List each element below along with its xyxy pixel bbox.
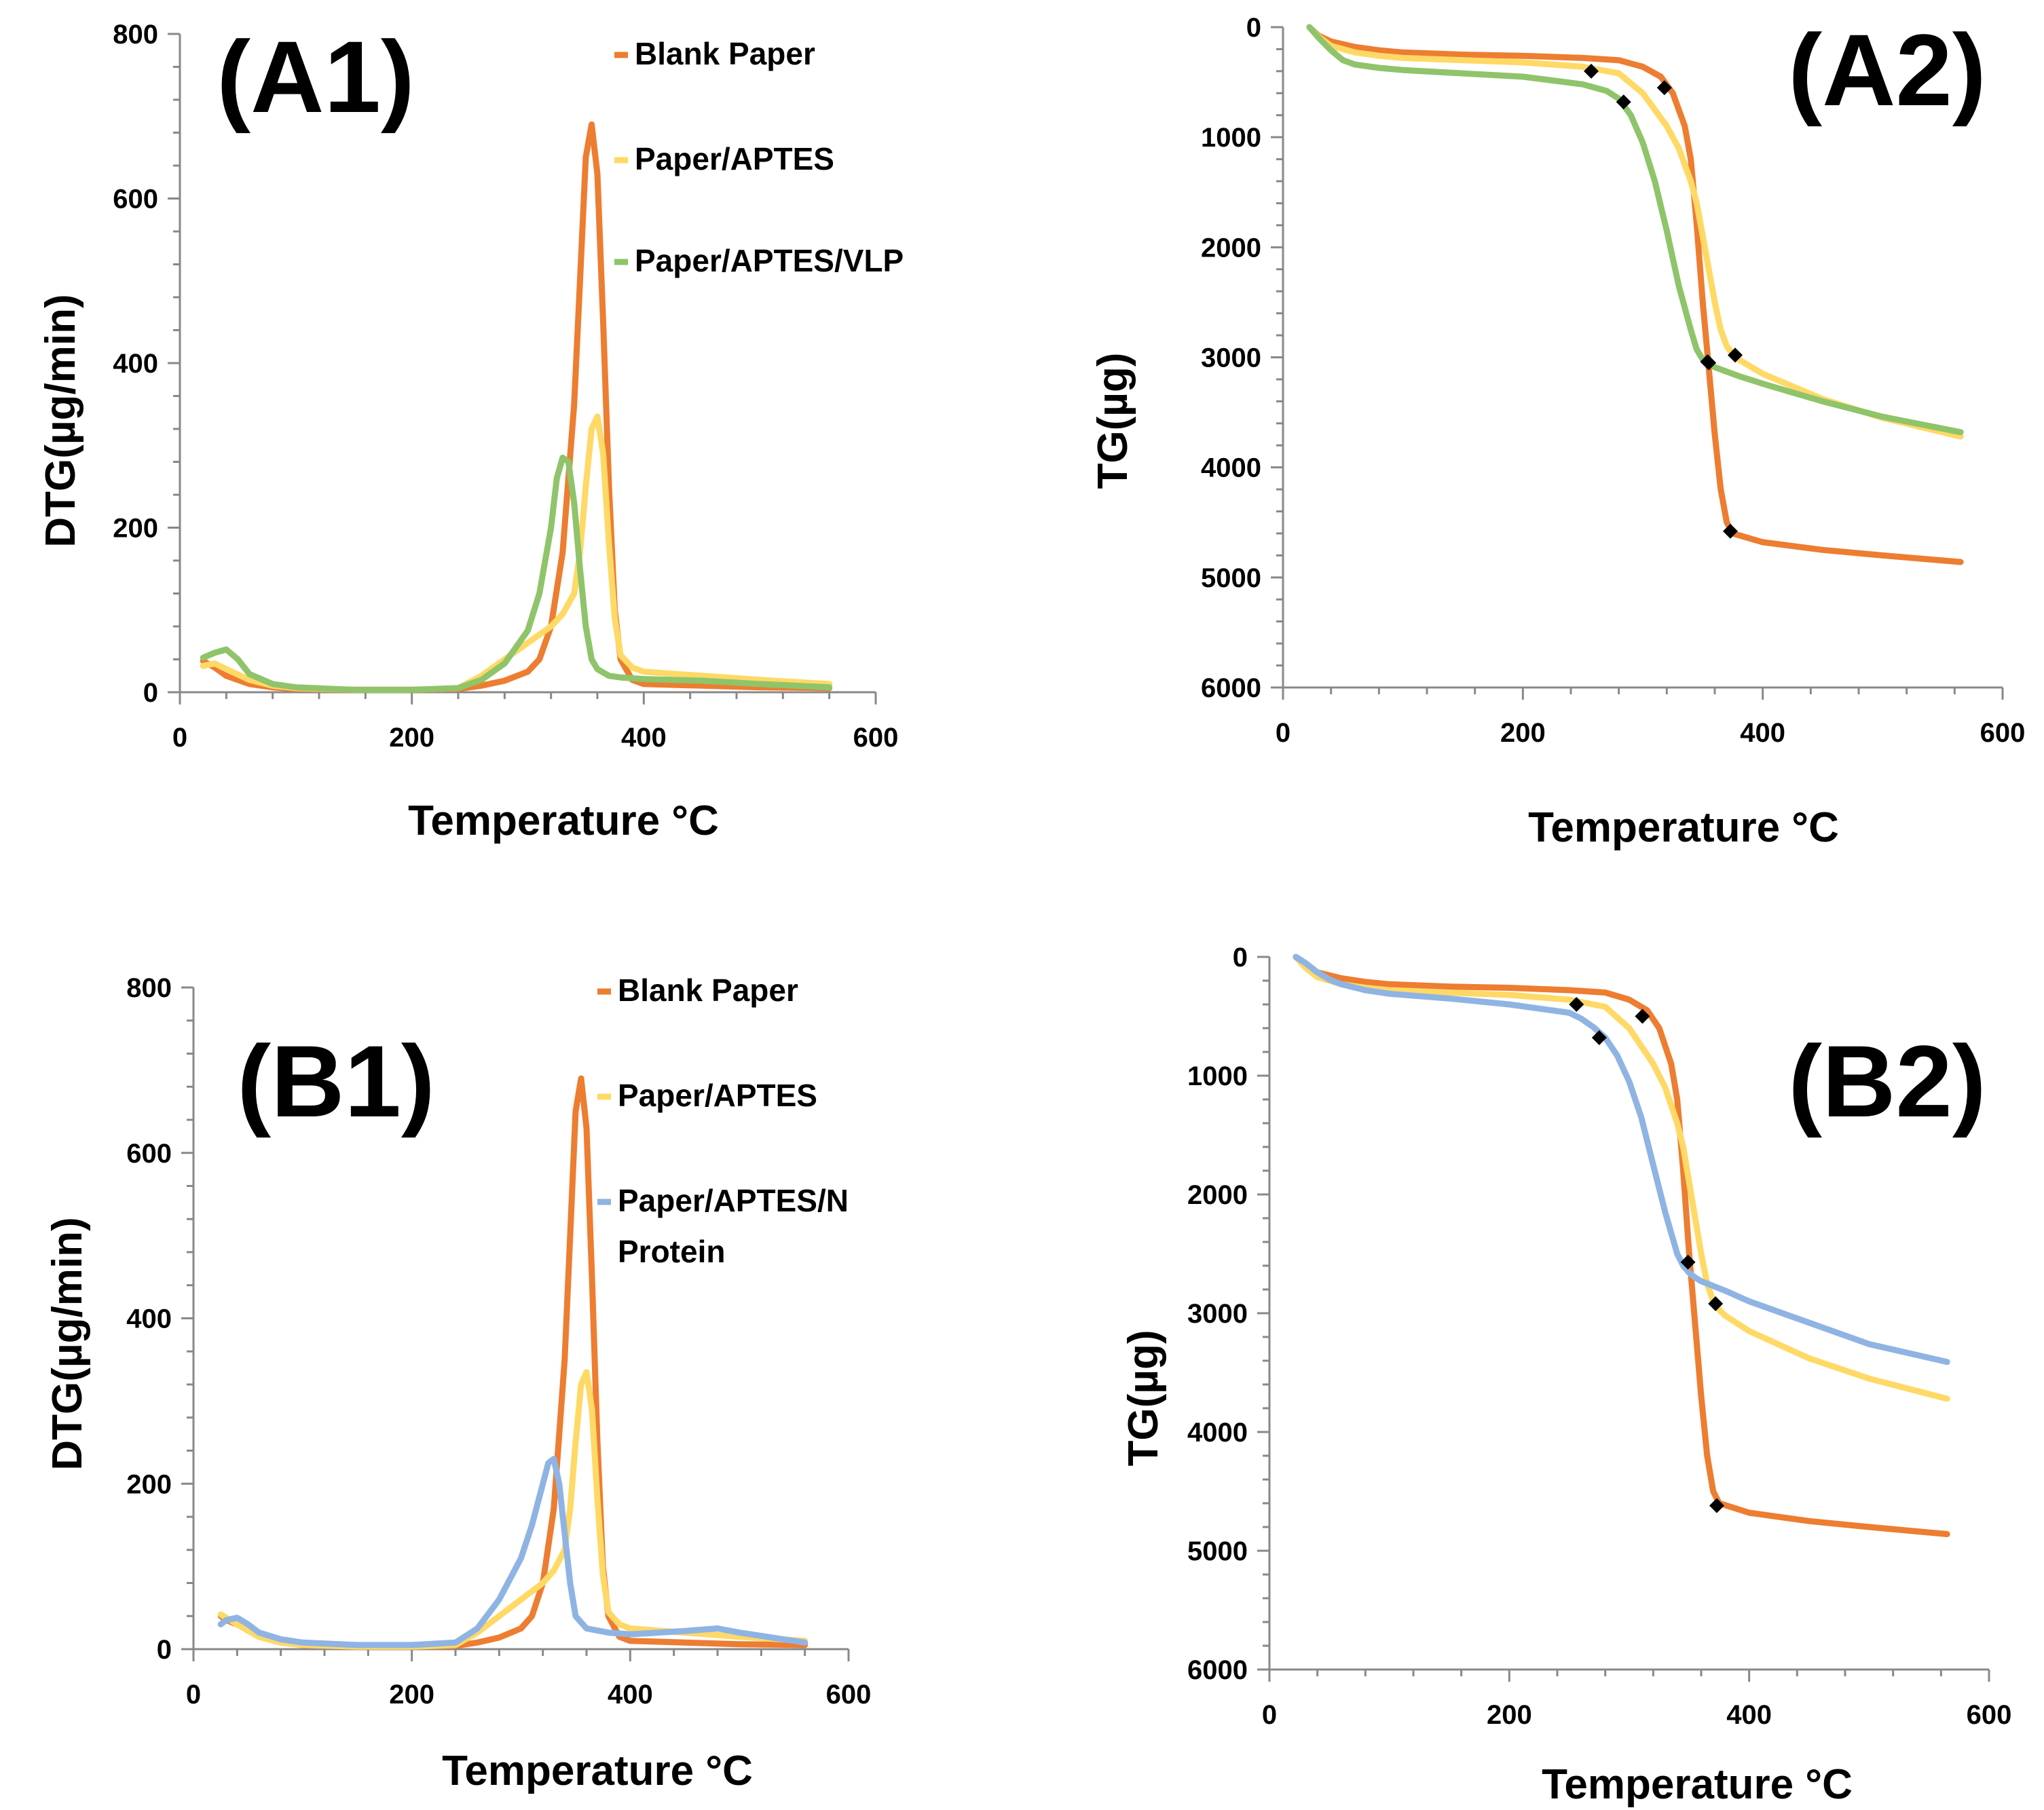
x-axis-title: Temperature °C: [442, 1748, 753, 1794]
legend-label: Paper/APTES: [618, 1078, 817, 1113]
chart-panel-a1: 0 200 400 600 0 200 400 600 800 Temperature °C DTG…: [37, 20, 904, 844]
legend: Blank Paper Paper/APTES Paper/APTES/N Prote…: [597, 973, 849, 1269]
series-line-paper-aptes-vlp: [1306, 24, 1964, 436]
y-tick-label: 400: [113, 349, 158, 379]
y-axis-title: DTG(µg/min): [37, 294, 84, 547]
data-marker: [1635, 1008, 1650, 1024]
x-tick-label: 0: [1262, 1700, 1277, 1730]
y-tick-label: 5000: [1201, 563, 1261, 593]
y-tick-label: 600: [113, 185, 158, 214]
x-tick-label: 0: [172, 723, 187, 753]
y-tick-label: 2000: [1201, 233, 1261, 263]
y-tick-label: 4000: [1201, 453, 1261, 483]
y-axis-title: TG(µg): [1090, 353, 1136, 489]
x-axis-title: Temperature °C: [1528, 804, 1839, 851]
chart-panel-a2: 0 200 400 6000100020003000400050006000Tempe…: [1090, 13, 2025, 851]
y-tick-label: 200: [113, 514, 158, 544]
data-marker: [1680, 1254, 1696, 1270]
x-tick-label: 200: [1487, 1700, 1532, 1730]
y-tick-label: 400: [126, 1304, 172, 1334]
legend-label-line: Protein: [618, 1234, 725, 1269]
y-axis-title: DTG(µg/min): [44, 1217, 91, 1470]
legend-label: Paper/APTES: [635, 141, 834, 176]
y-tick-label: 2000: [1187, 1180, 1248, 1210]
legend: Blank Paper Paper/APTES Paper/APTES/VLP: [614, 36, 904, 278]
y-axis-title: TG(µg): [1120, 1330, 1167, 1467]
series-line-blank-paper: [217, 1075, 809, 1650]
data-marker: [1591, 1030, 1607, 1045]
y-tick-label: 3000: [1187, 1299, 1248, 1329]
x-tick-label: 600: [1980, 718, 2026, 748]
panel-label: (B2): [1788, 1024, 1986, 1138]
x-tick-label: 200: [389, 723, 434, 753]
x-tick-label: 600: [1967, 1700, 2012, 1730]
x-tick-label: 600: [826, 1680, 872, 1710]
data-marker: [1656, 80, 1672, 96]
x-tick-label: 0: [186, 1680, 201, 1710]
legend-label: Blank Paper: [635, 36, 815, 71]
data-marker: [1708, 1296, 1724, 1311]
y-tick-label: 0: [1246, 13, 1261, 43]
data-marker: [1616, 94, 1631, 110]
legend-label-line: Paper/APTES/N: [618, 1183, 849, 1218]
y-tick-label: 5000: [1187, 1536, 1248, 1566]
legend-label: Blank Paper: [618, 973, 798, 1008]
y-tick-label: 200: [126, 1469, 172, 1499]
chart-panel-b1: 0 200 400 600 0 200 400 600 800 Temperature °C DTG…: [44, 973, 871, 1794]
x-tick-label: 400: [1740, 718, 1785, 748]
x-axis-title: Temperature °C: [408, 797, 719, 844]
x-tick-label: 400: [1726, 1700, 1772, 1730]
series-line-paper-aptes: [1293, 954, 1950, 1402]
y-tick-label: 1000: [1187, 1061, 1248, 1091]
panel-label: (B1): [237, 1024, 435, 1138]
series-line-blank-paper: [200, 121, 833, 693]
y-tick-label: 0: [143, 678, 158, 708]
y-tick-label: 800: [113, 20, 158, 50]
legend-label: Paper/APTES/VLP: [635, 243, 904, 278]
panel-label: (A2): [1788, 13, 1986, 127]
y-tick-label: 1000: [1201, 123, 1261, 153]
series-line-paper-aptes-n-protein: [217, 1456, 809, 1648]
data-marker: [1569, 997, 1584, 1012]
x-tick-label: 600: [853, 723, 899, 753]
x-tick-label: 400: [621, 723, 667, 753]
data-marker: [1709, 1498, 1724, 1513]
x-axis-title: Temperature °C: [1542, 1761, 1853, 1808]
data-marker: [1722, 523, 1738, 539]
y-tick-label: 6000: [1187, 1655, 1248, 1685]
series-line-paper-aptes-vlp: [200, 454, 833, 693]
x-tick-label: 200: [1500, 718, 1546, 748]
x-tick-label: 0: [1276, 718, 1290, 748]
y-tick-label: 4000: [1187, 1418, 1248, 1448]
y-tick-label: 0: [1233, 943, 1248, 973]
y-tick-label: 3000: [1201, 343, 1261, 373]
y-tick-label: 6000: [1201, 673, 1261, 703]
y-tick-label: 0: [157, 1635, 172, 1665]
y-tick-label: 800: [126, 973, 172, 1003]
data-marker: [1584, 63, 1599, 79]
y-tick-label: 600: [126, 1139, 172, 1169]
series-line-paper-aptes: [217, 1369, 809, 1650]
panel-label: (A1): [217, 20, 415, 134]
series-line-paper-aptes-n-protein: [1293, 954, 1950, 1365]
chart-panel-b2: 0 200 400 6000100020003000400050006000Tempe…: [1120, 943, 2011, 1808]
data-marker: [1728, 347, 1743, 363]
data-marker: [1700, 354, 1715, 369]
x-tick-label: 400: [608, 1680, 653, 1710]
x-tick-label: 200: [389, 1680, 434, 1710]
legend-label: Paper/APTES/N Protein: [618, 1183, 849, 1269]
